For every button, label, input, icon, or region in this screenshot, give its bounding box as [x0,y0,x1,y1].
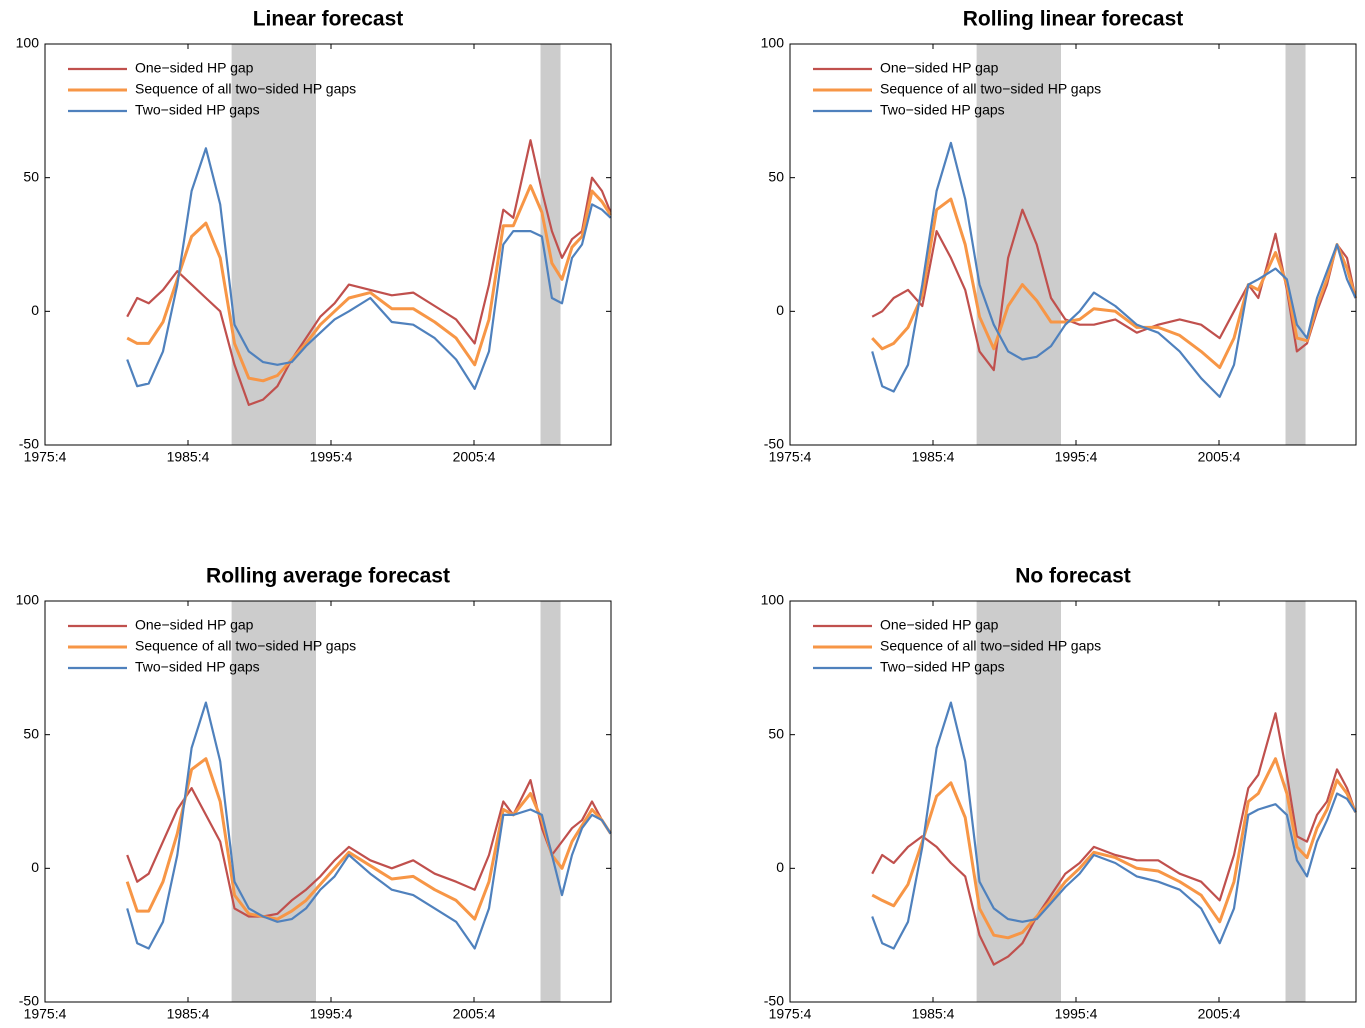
x-tick-label: 1985:4 [912,1006,955,1022]
x-tick-label: 1975:4 [769,449,812,465]
y-tick-label: 100 [761,592,785,608]
y-tick-label: 0 [31,302,39,318]
legend-label: Sequence of all two−sided HP gaps [135,638,356,654]
series-line [871,197,1358,369]
legend-label: One−sided HP gap [135,617,254,633]
plot-background [790,44,1356,445]
x-tick-label: 1985:4 [167,1006,210,1022]
series-line [871,712,1357,966]
legend-label: One−sided HP gap [880,617,999,633]
series-line [871,208,1357,372]
series-line [126,147,612,390]
y-tick-label: 0 [776,859,784,875]
plot-background [790,601,1356,1002]
legend-label: Two−sided HP gaps [880,659,1005,675]
x-tick-label: 1975:4 [24,1006,67,1022]
y-tick-label: -50 [764,436,784,452]
chart-title: Rolling average forecast [206,565,450,588]
y-tick-label: 50 [768,168,784,184]
recession-shade [1285,601,1306,1002]
recession-shade [976,44,1061,445]
series-line [126,779,612,918]
chart-title: Linear forecast [253,8,404,31]
y-tick-label: 50 [23,168,39,184]
plot-background [45,44,611,445]
axes-box [44,600,612,1003]
y-tick-label: -50 [19,436,39,452]
axes-box [789,43,1357,446]
y-tick-label: 100 [761,35,785,51]
legend-label: One−sided HP gap [135,60,254,76]
y-tick-label: 50 [768,725,784,741]
plot-background [45,601,611,1002]
legend-label: Sequence of all two−sided HP gaps [880,81,1101,97]
axes-box [44,43,612,446]
chart-title: Rolling linear forecast [963,8,1184,31]
recession-shade [540,44,561,445]
legend-label: Two−sided HP gaps [880,102,1005,118]
y-tick-label: 0 [776,302,784,318]
x-tick-label: 1995:4 [310,449,353,465]
legend-label: Sequence of all two−sided HP gaps [135,81,356,97]
x-tick-label: 1995:4 [1055,449,1098,465]
series-line [871,757,1357,940]
series-line [126,184,612,383]
y-tick-label: 100 [16,592,40,608]
y-tick-label: 50 [23,725,39,741]
y-tick-label: 0 [31,859,39,875]
legend-label: Two−sided HP gaps [135,659,260,675]
y-tick-label: 100 [16,35,40,51]
series-line [871,141,1357,398]
x-tick-label: 2005:4 [1198,1006,1241,1022]
chart-title: No forecast [1015,565,1131,588]
x-tick-label: 1975:4 [769,1006,812,1022]
series-line [126,139,612,406]
x-tick-label: 2005:4 [453,1006,496,1022]
series-line [126,701,612,950]
x-tick-label: 1985:4 [912,449,955,465]
legend-label: Two−sided HP gaps [135,102,260,118]
recession-shade [231,601,316,1002]
series-line [125,757,612,921]
x-tick-label: 1985:4 [167,449,210,465]
series-line [871,701,1357,950]
axes-box [789,600,1357,1003]
x-tick-label: 2005:4 [453,449,496,465]
y-tick-label: -50 [19,993,39,1009]
legend-label: Sequence of all two−sided HP gaps [880,638,1101,654]
y-tick-label: -50 [764,993,784,1009]
x-tick-label: 1995:4 [310,1006,353,1022]
x-tick-label: 1995:4 [1055,1006,1098,1022]
recession-shade [540,601,561,1002]
x-tick-label: 2005:4 [1198,449,1241,465]
x-tick-label: 1975:4 [24,449,67,465]
legend-label: One−sided HP gap [880,60,999,76]
recession-shade [1285,44,1306,445]
